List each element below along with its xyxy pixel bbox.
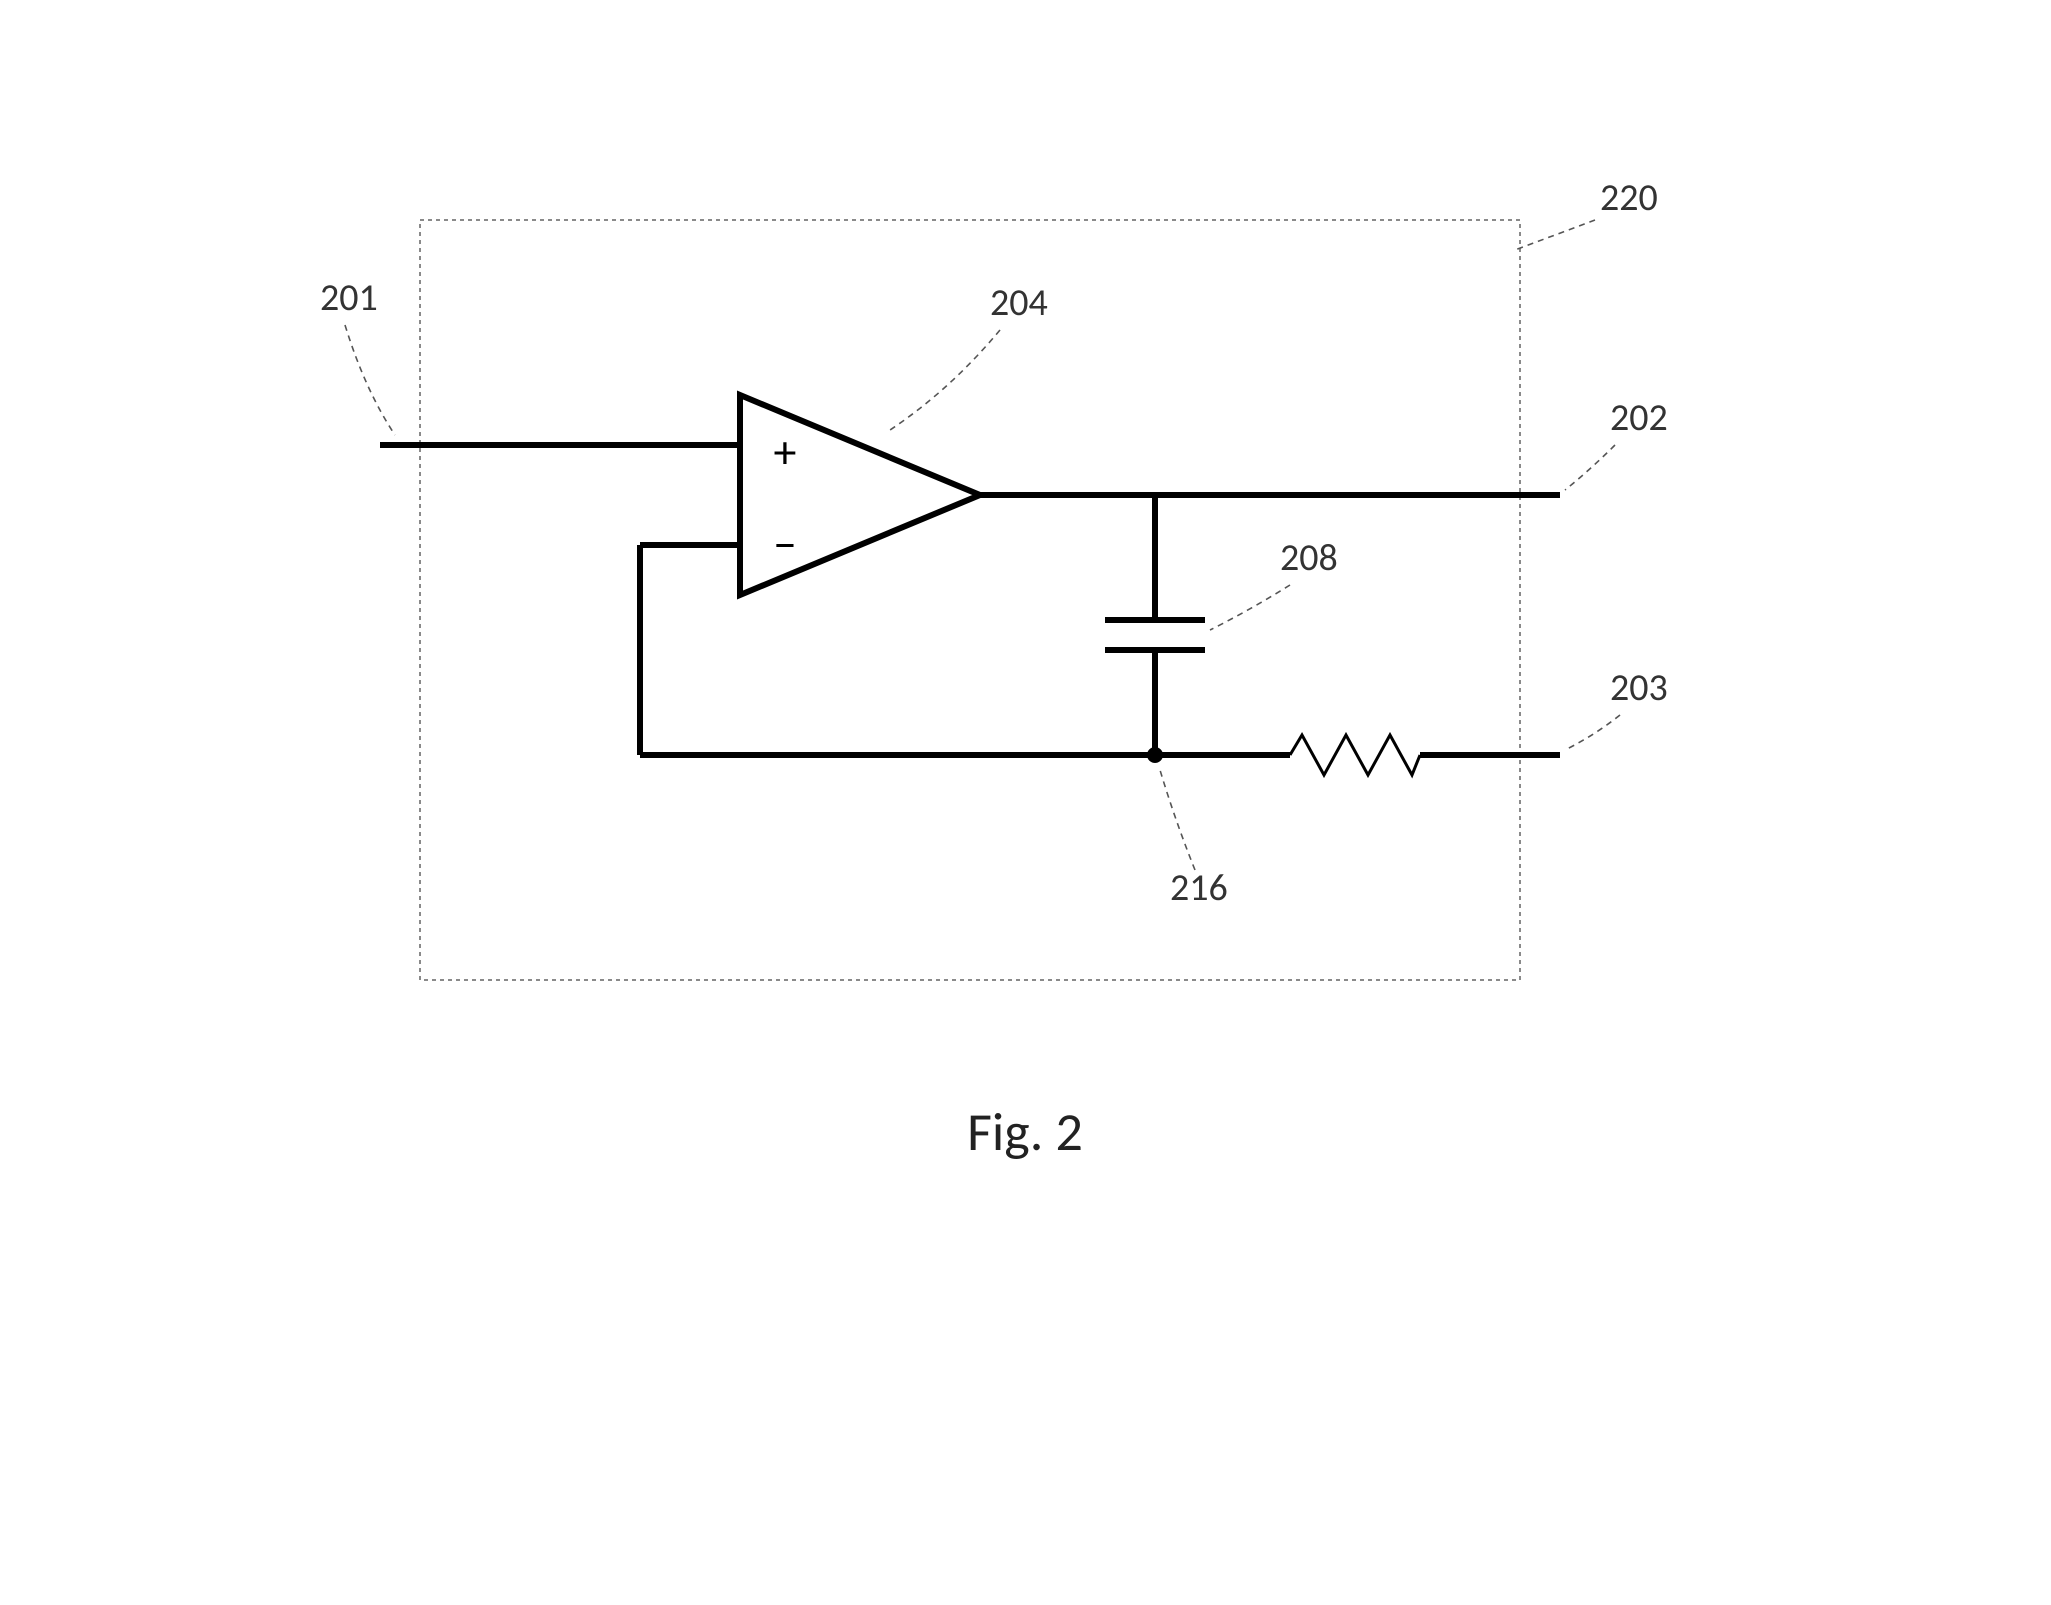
- ref-201: 201: [320, 275, 378, 321]
- leader-220: [1515, 220, 1595, 250]
- ref-208: 208: [1280, 535, 1338, 581]
- ref-203: 203: [1610, 665, 1668, 711]
- opamp-plus-label: +: [774, 425, 797, 481]
- leader-203: [1565, 715, 1620, 750]
- ref-204: 204: [990, 280, 1048, 326]
- leader-208: [1210, 585, 1290, 630]
- leader-216: [1160, 770, 1195, 870]
- circuit-diagram: + − 201 204 220 202 208 203 216 Fig. 2: [0, 0, 2051, 1605]
- leader-204: [890, 330, 1000, 430]
- ref-220: 220: [1600, 175, 1658, 221]
- leader-201: [345, 325, 395, 435]
- ref-216: 216: [1170, 865, 1228, 911]
- bounding-box: [420, 220, 1520, 980]
- opamp-minus-label: −: [774, 517, 797, 573]
- leader-202: [1565, 445, 1615, 490]
- junction-dot: [1147, 747, 1163, 763]
- figure-caption: Fig. 2: [967, 1099, 1083, 1165]
- resistor: [1290, 735, 1420, 775]
- ref-202: 202: [1610, 395, 1668, 441]
